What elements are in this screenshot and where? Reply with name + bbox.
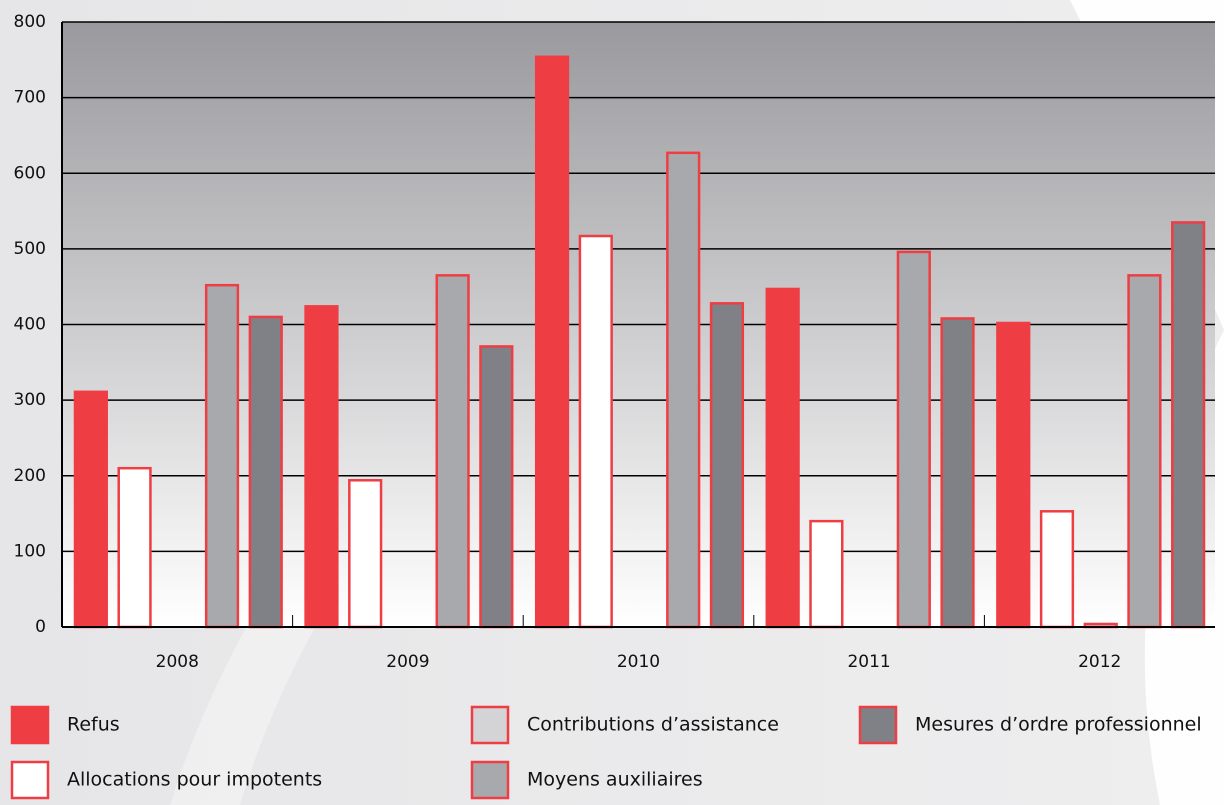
legend-swatch bbox=[858, 705, 898, 745]
bar bbox=[348, 479, 383, 629]
legend-label: Mesures d’ordre professionnel bbox=[915, 714, 1202, 736]
bar bbox=[940, 317, 975, 629]
x-tick-label: 2009 bbox=[386, 652, 429, 672]
legend-label: Moyens auxiliaires bbox=[527, 769, 703, 791]
legend-label: Refus bbox=[67, 714, 120, 736]
bar bbox=[304, 305, 339, 629]
bar bbox=[666, 151, 701, 629]
bar bbox=[534, 55, 570, 629]
legend-swatch bbox=[10, 760, 50, 800]
bar bbox=[204, 283, 240, 629]
bar bbox=[896, 250, 931, 629]
y-tick-label: 400 bbox=[14, 315, 46, 335]
legend-label: Contributions d’assistance bbox=[527, 714, 779, 736]
y-tick-label: 600 bbox=[14, 163, 46, 183]
bar bbox=[578, 234, 613, 629]
bar bbox=[996, 321, 1031, 629]
y-tick-label: 0 bbox=[35, 617, 46, 637]
x-tick-label: 2008 bbox=[156, 652, 199, 672]
y-tick-label: 100 bbox=[14, 541, 46, 561]
bar bbox=[1039, 510, 1075, 629]
legend-swatch bbox=[470, 705, 510, 745]
bar bbox=[479, 345, 514, 629]
bar bbox=[117, 466, 152, 629]
bar bbox=[435, 274, 470, 629]
bar bbox=[765, 287, 800, 629]
swoosh bbox=[170, 300, 560, 805]
legend-swatch bbox=[470, 760, 510, 800]
bar bbox=[809, 519, 844, 629]
y-tick-label: 500 bbox=[14, 239, 46, 259]
x-tick-label: 2012 bbox=[1078, 652, 1121, 672]
bar bbox=[1127, 274, 1162, 629]
y-tick-label: 300 bbox=[14, 390, 46, 410]
bar bbox=[248, 315, 283, 629]
bar bbox=[709, 302, 745, 629]
x-tick-label: 2011 bbox=[847, 652, 890, 672]
x-tick-label: 2010 bbox=[617, 652, 660, 672]
y-tick-label: 700 bbox=[14, 88, 46, 108]
legend-label: Allocations pour impotents bbox=[67, 769, 322, 791]
bar bbox=[1171, 221, 1206, 629]
legend-swatch bbox=[10, 705, 50, 745]
y-tick-label: 800 bbox=[14, 12, 46, 32]
bar bbox=[73, 390, 108, 629]
y-tick-label: 200 bbox=[14, 466, 46, 486]
